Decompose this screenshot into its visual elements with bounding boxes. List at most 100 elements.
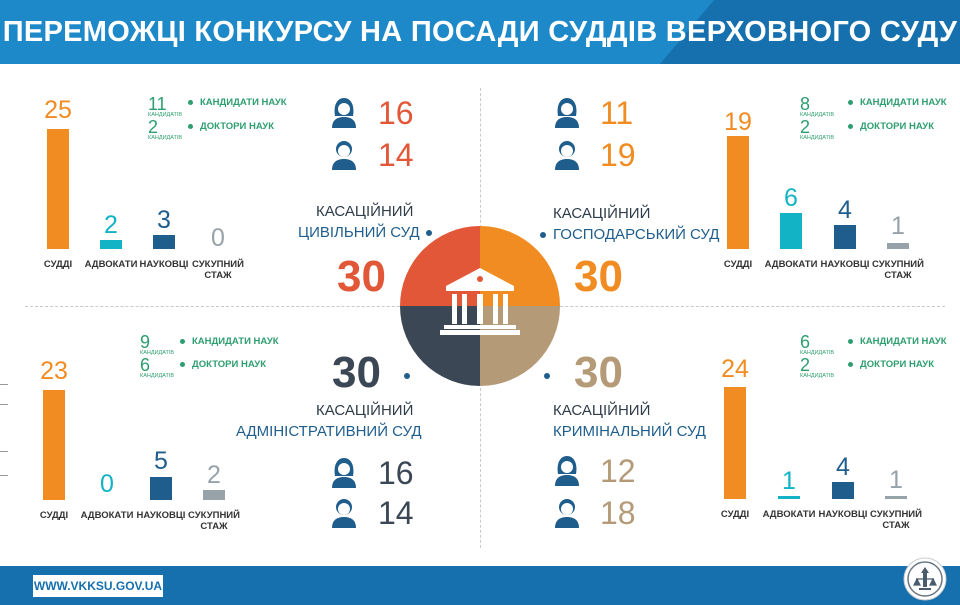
civil-doctors-value: 2	[148, 117, 159, 137]
commercial-candidates-dot	[848, 100, 853, 105]
divider-left	[25, 306, 445, 307]
criminal-women-value: 12	[600, 453, 636, 489]
footer-link[interactable]: WWW.VKKSU.GOV.UA	[33, 579, 163, 593]
criminal-doctors-dot	[848, 362, 853, 367]
commercial-judges-bar	[727, 136, 749, 249]
civil-candidates-value: 11	[148, 94, 167, 114]
man-icon	[555, 499, 579, 528]
criminal-court-dot	[544, 373, 550, 379]
courts-pie-chart	[400, 226, 560, 386]
administrative-doctors-dot	[180, 362, 185, 367]
administrative-court-title-1: КАСАЦІЙНИЙ	[316, 402, 414, 419]
man-icon	[555, 141, 579, 170]
header-accent	[660, 0, 960, 64]
man-icon	[332, 499, 356, 528]
administrative-lawyers-value: 0	[100, 470, 114, 498]
civil-lawyers-value: 2	[104, 211, 118, 239]
civil-judges-label: СУДДІ	[43, 259, 73, 270]
administrative-experience-value: 2	[207, 461, 221, 489]
administrative-judges-value: 23	[40, 357, 68, 385]
commercial-experience-label-1: СУКУПНИЙ	[872, 259, 924, 270]
woman-icon	[332, 458, 356, 488]
courthouse-icon	[440, 268, 520, 335]
civil-doctors-small: КАНДИДАТІВ	[148, 135, 183, 141]
commercial-court-title-1: КАСАЦІЙНИЙ	[553, 205, 651, 222]
criminal-candidates-dot	[848, 339, 853, 344]
commercial-candidates-label: КАНДИДАТИ НАУК	[860, 97, 947, 108]
criminal-judges-bar	[724, 387, 746, 499]
civil-court-title-2: ЦИВІЛЬНИЙ СУД	[298, 224, 420, 241]
administrative-court-sector	[400, 306, 480, 386]
commercial-doctors-value: 2	[800, 117, 811, 137]
criminal-doctors-value: 2	[800, 355, 811, 375]
administrative-court-title-2: АДМІНІСТРАТИВНИЙ СУД	[236, 423, 422, 440]
civil-scientists-value: 3	[157, 206, 171, 234]
civil-candidates-label: КАНДИДАТИ НАУК	[200, 97, 287, 108]
commercial-doctors-small: КАНДИДАТІВ	[800, 135, 835, 141]
administrative-women-value: 16	[378, 455, 414, 491]
administrative-candidates-value: 9	[140, 332, 151, 352]
edge-tick	[0, 451, 8, 452]
criminal-lawyers-label: АДВОКАТИ	[762, 509, 816, 520]
administrative-lawyers-label: АДВОКАТИ	[80, 510, 134, 521]
administrative-judges-label: СУДДІ	[39, 510, 69, 521]
commercial-doctors-label: ДОКТОРИ НАУК	[860, 121, 935, 132]
commercial-lawyers-bar	[780, 213, 802, 249]
civil-doctors-label: ДОКТОРИ НАУК	[200, 121, 275, 132]
civil-men-value: 14	[378, 137, 414, 173]
civil-experience-value: 0	[211, 224, 225, 252]
commercial-women-value: 11	[600, 95, 634, 131]
commercial-doctors-dot	[848, 124, 853, 129]
commercial-experience-bar	[887, 243, 909, 249]
commercial-scientists-bar	[834, 225, 856, 249]
civil-scientists-label: НАУКОВЦІ	[139, 259, 189, 270]
criminal-court-title-1: КАСАЦІЙНИЙ	[553, 402, 651, 419]
criminal-candidates-label: КАНДИДАТИ НАУК	[860, 336, 947, 347]
man-icon	[332, 141, 356, 170]
commercial-court-sector	[480, 226, 560, 306]
commercial-lawyers-value: 6	[784, 184, 798, 212]
administrative-experience-bar	[203, 490, 225, 500]
administrative-candidates-dot	[180, 339, 185, 344]
administrative-experience-label-1: СУКУПНИЙ	[188, 510, 240, 521]
civil-candidates-small: КАНДИДАТІВ	[148, 112, 183, 118]
commercial-candidates-small: КАНДИДАТІВ	[800, 112, 835, 118]
commercial-court-title-2: ГОСПОДАРСЬКИЙ СУД	[553, 226, 720, 243]
header-bar: ПЕРЕМОЖЦІ КОНКУРСУ НА ПОСАДИ СУДДІВ ВЕРХ…	[0, 0, 960, 64]
commercial-candidates-value: 8	[800, 94, 811, 114]
criminal-scientists-label: НАУКОВЦІ	[818, 509, 868, 520]
woman-icon	[332, 98, 356, 128]
commercial-experience-label-2: СТАЖ	[884, 270, 912, 281]
administrative-scientists-label: НАУКОВЦІ	[136, 510, 186, 521]
commercial-scientists-label: НАУКОВЦІ	[820, 259, 870, 270]
criminal-doctors-small: КАНДИДАТІВ	[800, 373, 835, 379]
civil-judges-value: 25	[44, 96, 72, 124]
woman-icon	[555, 456, 579, 486]
administrative-doctors-label: ДОКТОРИ НАУК	[192, 359, 267, 370]
commercial-judges-label: СУДДІ	[723, 259, 753, 270]
civil-lawyers-label: АДВОКАТИ	[84, 259, 138, 270]
administrative-scientists-bar	[150, 477, 172, 500]
divider-right	[515, 306, 945, 307]
commercial-scientists-value: 4	[838, 196, 852, 224]
edge-tick	[0, 384, 8, 385]
criminal-candidates-small: КАНДИДАТІВ	[800, 350, 835, 356]
edge-tick	[0, 404, 8, 405]
administrative-candidates-label: КАНДИДАТИ НАУК	[192, 336, 279, 347]
civil-women-value: 16	[378, 95, 414, 131]
criminal-court-title-2: КРИМІНАЛЬНИЙ СУД	[553, 423, 706, 440]
criminal-experience-value: 1	[889, 466, 903, 494]
commercial-experience-value: 1	[891, 212, 905, 240]
administrative-scientists-value: 5	[154, 447, 168, 475]
civil-lawyers-bar	[100, 240, 122, 249]
civil-experience-label-1: СУКУПНИЙ	[192, 259, 244, 270]
administrative-candidates-small: КАНДИДАТІВ	[140, 350, 175, 356]
criminal-candidates-value: 6	[800, 332, 811, 352]
page-title: ПЕРЕМОЖЦІ КОНКУРСУ НА ПОСАДИ СУДДІВ ВЕРХ…	[2, 16, 958, 48]
criminal-experience-label-2: СТАЖ	[882, 520, 910, 531]
commercial-men-value: 19	[600, 137, 636, 173]
civil-doctors-dot	[188, 124, 193, 129]
civil-court-title-1: КАСАЦІЙНИЙ	[316, 203, 414, 220]
administrative-court-dot	[404, 373, 410, 379]
emblem-icon	[903, 557, 947, 601]
